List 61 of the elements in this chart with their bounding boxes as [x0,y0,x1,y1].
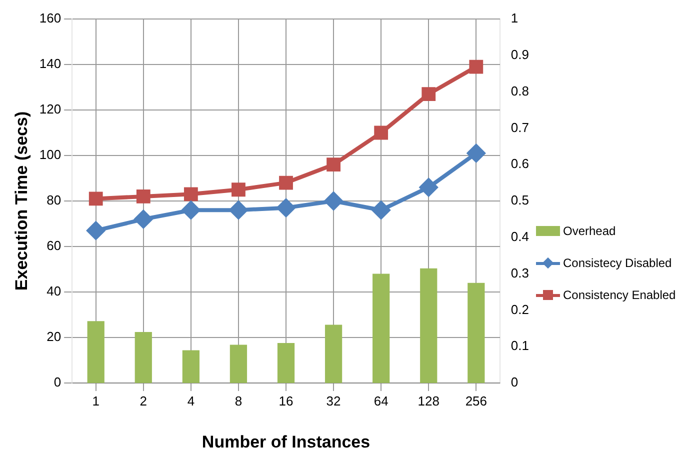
y2-tick-label: 0.2 [510,302,530,317]
x-tick-label: 8 [234,393,242,408]
y-tick-label: 100 [39,147,62,162]
y2-tick-label: 0 [510,374,518,390]
bar [182,350,200,383]
y2-tick-label: 0.6 [510,156,530,172]
point [324,192,343,210]
y-axis-title: Execution Time (secs) [12,111,31,291]
legend-label: Overhead [563,224,616,238]
y2-tick-label: 0.5 [510,192,530,208]
x-axis-title: Number of Instances [202,432,370,452]
bar [372,274,390,383]
bar [324,324,342,383]
y-tick-label: 80 [46,192,62,208]
x-tick-label: 2 [140,393,148,408]
point [229,201,248,220]
bar [230,344,248,383]
point [134,210,152,228]
x-tick-label: 4 [187,393,195,408]
x-tick-label: 128 [418,393,440,408]
point [277,198,296,217]
point [467,144,486,162]
point [136,190,150,204]
point [469,60,484,74]
y-tick-label: 140 [39,56,62,72]
point [420,178,438,196]
x-tick-label: 32 [326,393,341,408]
point [182,201,200,220]
point [279,176,293,190]
y2-tick-label: 0.9 [510,46,530,62]
y-tick-label: 60 [46,238,62,254]
bar [87,321,104,383]
x-tick-label: 1 [92,393,100,408]
point [88,192,103,206]
point [372,201,390,220]
legend-label: Consistecy Disabled [563,256,672,270]
y2-tick-label: 0.3 [510,265,530,280]
point [374,126,388,140]
y-tick-label: 0 [54,374,62,390]
y2-tick-label: 0.7 [510,120,530,135]
point [422,87,436,102]
point [232,182,246,197]
bar [420,268,438,383]
point [86,222,105,240]
y-tick-label: 20 [46,329,62,344]
y2-tick-label: 0.4 [510,228,530,244]
y2-tick-label: 0.8 [510,83,530,98]
x-tick-label: 64 [374,393,388,408]
x-tick-label: 256 [465,393,488,408]
bar [134,332,152,383]
bar [468,282,485,383]
point [184,187,198,202]
legend-label: Consistency Enabled [563,288,676,302]
y2-tick-label: 1 [510,10,518,26]
y-tick-label: 160 [39,10,62,26]
point [326,158,340,172]
y-tick-label: 120 [39,102,62,117]
x-tick-label: 16 [278,393,294,408]
y2-tick-label: 0.1 [510,338,530,354]
bar [277,342,295,383]
y-tick-label: 40 [46,284,62,299]
